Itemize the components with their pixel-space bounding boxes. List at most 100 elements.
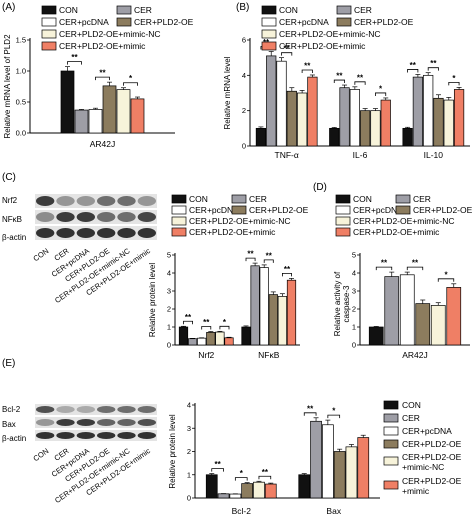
significance-label: **: [336, 72, 343, 81]
blot-band: [97, 406, 116, 413]
blot-band: [36, 212, 55, 222]
bar: [241, 326, 251, 346]
legend-label: CER+PLD2-OE: [402, 476, 462, 486]
legend-swatch: [336, 5, 352, 15]
panel-label-b: (B): [236, 2, 249, 13]
blot-band: [97, 228, 116, 238]
blot-band: [137, 228, 156, 238]
legend-label: CER+pcDNA: [402, 426, 452, 436]
legend-label: CER+PLD2-OE+mimic: [353, 227, 440, 237]
legend-label: CER+PLD2-OE+mimic-NC: [189, 216, 291, 226]
category-label: TNF-α: [275, 150, 299, 160]
bar: [188, 338, 198, 346]
legend-swatch: [383, 413, 399, 423]
bar: [266, 55, 277, 147]
significance-bracket: [327, 414, 341, 419]
panel-label-e: (E): [2, 358, 15, 369]
bar: [178, 326, 189, 346]
western-blot-e: Bcl-2 Bax β-actin: [2, 404, 157, 443]
legend-label: CER: [402, 413, 420, 423]
bar: [446, 287, 462, 346]
legend-label: CON: [402, 400, 421, 410]
bar: [345, 446, 358, 499]
bar: [329, 127, 340, 147]
blot-band: [117, 406, 136, 413]
blot-band: [117, 419, 136, 426]
significance-label: **: [215, 460, 222, 469]
bar: [357, 437, 370, 499]
legend-label: CER+PLD2-OE: [402, 452, 462, 462]
y-tick-label: 2: [352, 305, 356, 314]
blot-band: [117, 196, 136, 206]
significance-bracket: [234, 477, 248, 481]
y-tick-label: 6: [242, 36, 246, 45]
legend-label: CER+pcDNA: [279, 17, 329, 27]
legend-label: CER: [249, 194, 267, 204]
bar: [453, 89, 465, 147]
bar: [264, 483, 277, 499]
blot-band: [56, 419, 75, 426]
legend-swatch: [335, 194, 351, 204]
legend-swatch: [41, 29, 57, 39]
blot-row-label: Bcl-2: [2, 405, 21, 414]
bar: [307, 76, 318, 147]
y-tick-label: 4: [242, 71, 246, 80]
legend-label: CER: [413, 194, 431, 204]
blot-band: [56, 196, 75, 206]
legend-swatch: [383, 456, 399, 466]
legend-swatch: [171, 216, 187, 226]
significance-bracket: [201, 326, 212, 330]
bar: [402, 127, 413, 147]
significance-label: **: [284, 265, 291, 274]
legend-label: CER: [354, 5, 372, 15]
significance-label: **: [304, 61, 311, 70]
significance-bracket: [281, 52, 293, 56]
blot-column-label: CON: [31, 246, 50, 263]
legend-swatch: [41, 41, 57, 51]
panel-label-d: (D): [313, 182, 327, 193]
y-tick-label: 1.5: [16, 36, 26, 45]
y-tick-label: 3: [187, 424, 191, 433]
blot-band: [137, 432, 156, 439]
y-tick-label: 2: [242, 106, 246, 115]
legend-label: CER+PLD2-OE: [134, 17, 194, 27]
y-axis-label: Relative mRNA level: [223, 56, 232, 129]
legend-label: CER+PLD2-OE+mimic: [189, 227, 276, 237]
bar: [259, 267, 269, 346]
significance-bracket: [263, 259, 274, 263]
y-tick-label: 5: [352, 251, 356, 260]
legend-swatch: [335, 216, 351, 226]
bar: [241, 483, 253, 499]
significance-label: *: [379, 84, 383, 93]
blot-band: [137, 196, 156, 206]
blot-band: [97, 419, 116, 426]
bar: [360, 110, 371, 147]
western-blot-c: Nrf2 NFκB β-actin: [2, 194, 157, 242]
blot-band: [36, 228, 55, 238]
bar: [224, 337, 234, 346]
significance-label: **: [247, 250, 254, 259]
bar: [276, 60, 287, 147]
category-label: AR42J: [90, 139, 116, 149]
legend-swatch: [383, 480, 399, 490]
significance-bracket: [375, 266, 393, 271]
blot-band: [97, 432, 116, 439]
significance-bracket: [211, 468, 224, 472]
bar: [370, 110, 381, 147]
bar: [215, 331, 225, 346]
blot-strip: [35, 404, 157, 415]
bar: [255, 127, 267, 147]
legend-swatch: [261, 5, 277, 15]
legend-swatch: [261, 29, 277, 39]
legend-swatch: [171, 205, 187, 215]
y-tick-label: 0.5: [16, 98, 26, 107]
significance-label: **: [203, 318, 210, 327]
y-tick-label: 4: [352, 269, 356, 278]
category-label: Bcl-2: [232, 506, 252, 516]
chart-d: 0 1 2 3 4 5 Relative activity ofcaspase-3 AR42J…: [333, 251, 470, 360]
legend-label: CER+PLD2-OE+mimic: [279, 41, 366, 51]
significance-label: **: [284, 44, 291, 53]
